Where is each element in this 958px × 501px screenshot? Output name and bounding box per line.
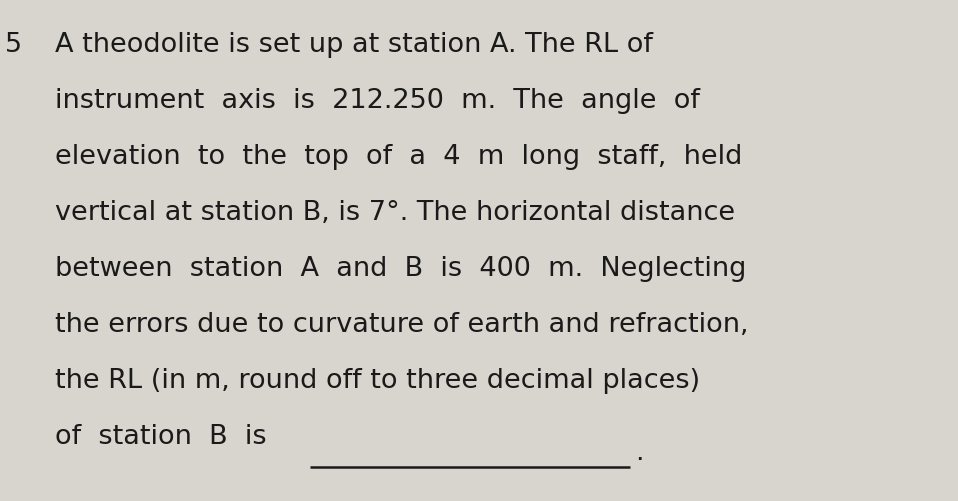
- Text: the errors due to curvature of earth and refraction,: the errors due to curvature of earth and…: [55, 312, 748, 338]
- Text: of  station  B  is: of station B is: [55, 424, 266, 450]
- Text: 5: 5: [5, 32, 22, 58]
- Text: between  station  A  and  B  is  400  m.  Neglecting: between station A and B is 400 m. Neglec…: [55, 256, 746, 282]
- Text: the RL (in m, round off to three decimal places): the RL (in m, round off to three decimal…: [55, 368, 700, 394]
- Text: A theodolite is set up at station A. The RL of: A theodolite is set up at station A. The…: [55, 32, 652, 58]
- Text: instrument  axis  is  212.250  m.  The  angle  of: instrument axis is 212.250 m. The angle …: [55, 88, 700, 114]
- Text: elevation  to  the  top  of  a  4  m  long  staff,  held: elevation to the top of a 4 m long staff…: [55, 144, 742, 170]
- Text: vertical at station B, is 7°. The horizontal distance: vertical at station B, is 7°. The horizo…: [55, 200, 735, 226]
- Text: .: .: [635, 440, 644, 466]
